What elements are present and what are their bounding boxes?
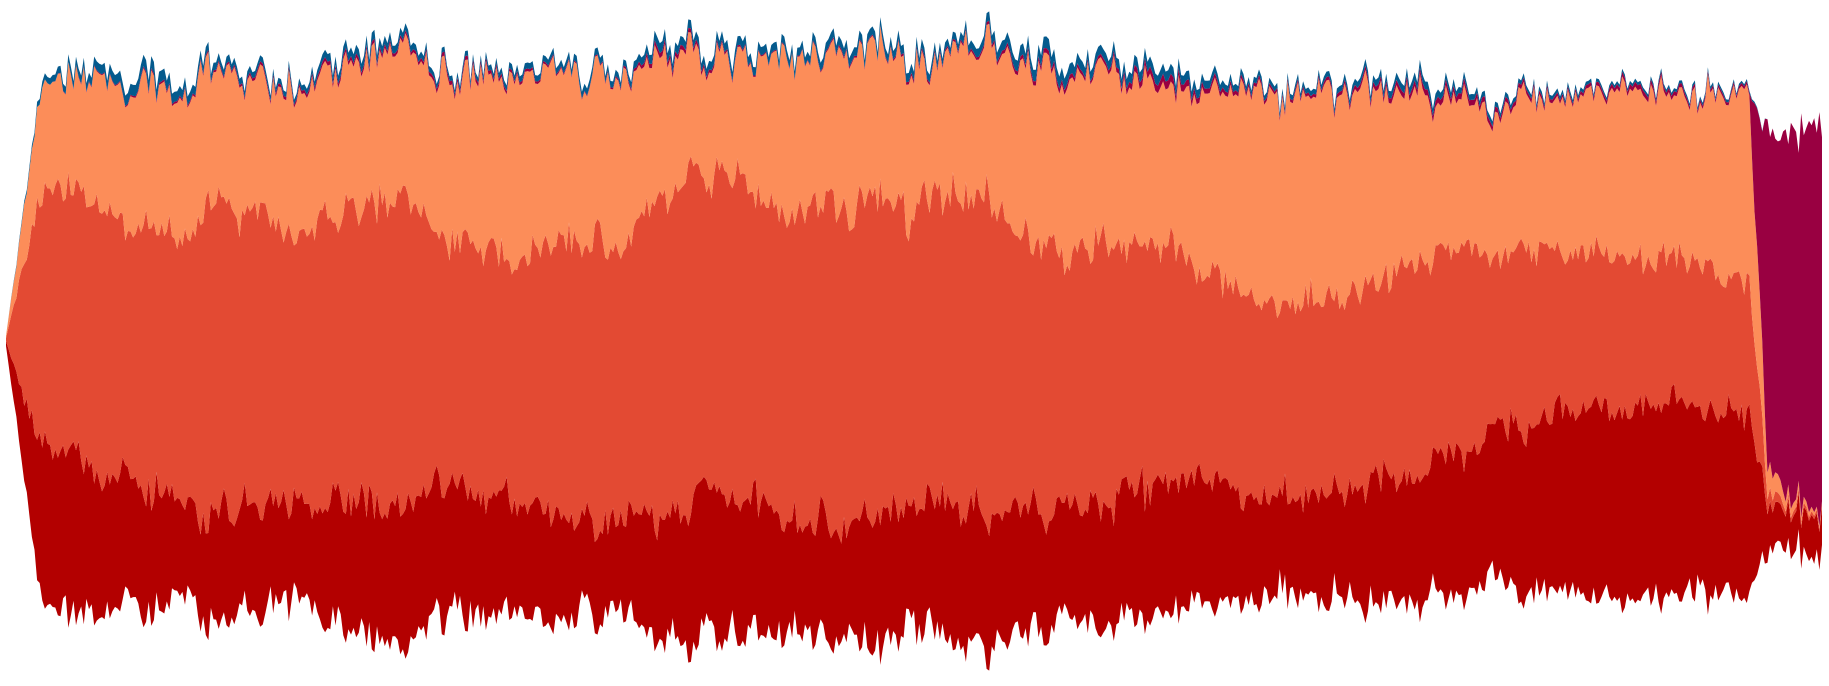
stream-layer-5: [6, 11, 1822, 337]
stream-layer-2: [6, 156, 1822, 544]
stream-layer-1: [6, 341, 1822, 671]
stream-layer-3: [6, 23, 1822, 529]
